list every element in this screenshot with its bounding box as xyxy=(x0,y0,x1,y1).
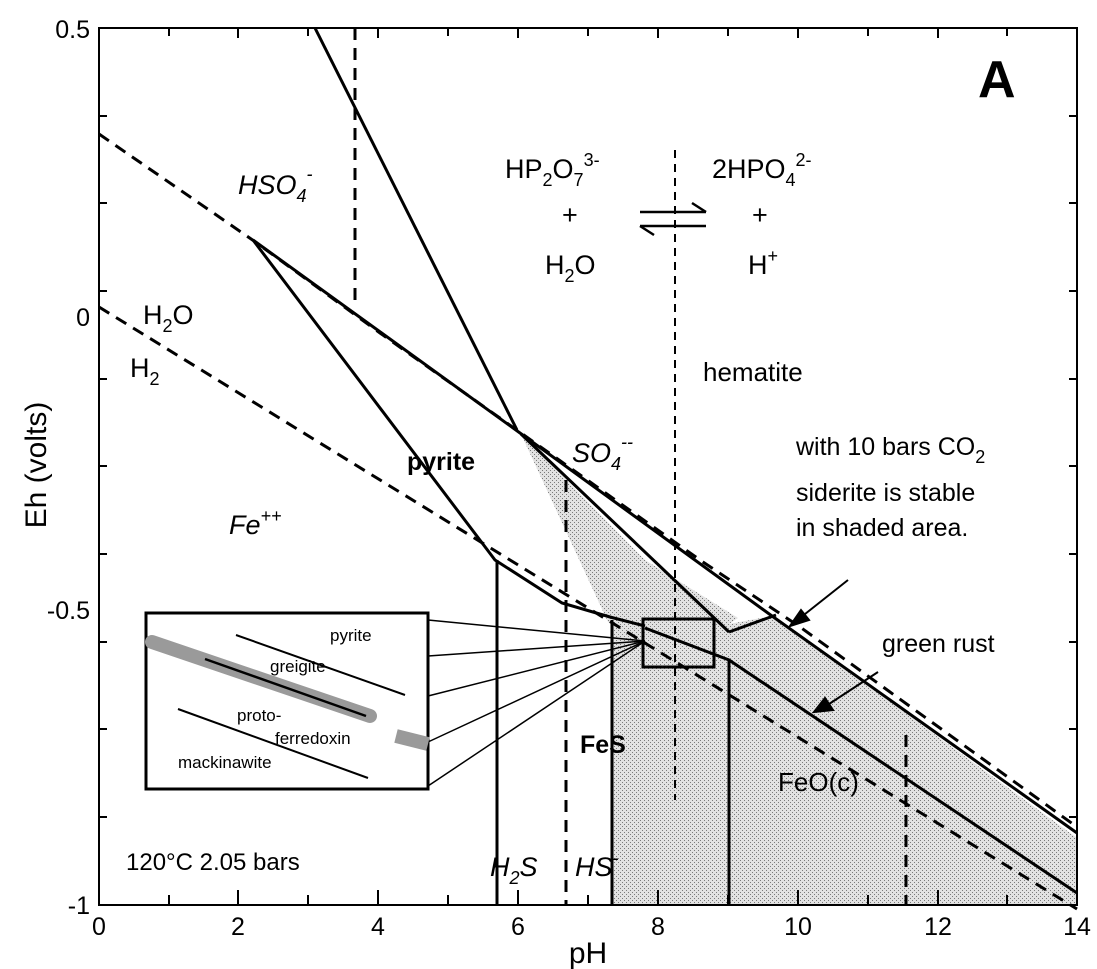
y-tick-0: 0 xyxy=(76,304,90,332)
hematite-left-line xyxy=(313,27,519,431)
inset-ferredoxin-label: ferredoxin xyxy=(275,729,351,748)
inset-greigite-label: greigite xyxy=(270,657,326,676)
conditions-label: 120°C 2.05 bars xyxy=(126,849,300,876)
green-rust-label: green rust xyxy=(882,630,995,658)
siderite-shaded-band xyxy=(521,434,1077,893)
y-tick-neg0.5: -0.5 xyxy=(47,597,90,625)
feo-label: FeO(c) xyxy=(778,767,859,797)
hso4-label: HSO4- xyxy=(238,164,313,206)
proton-label: H+ xyxy=(748,246,778,280)
x-ticks xyxy=(168,28,1008,905)
siderite-line xyxy=(728,613,777,634)
solid-boundaries xyxy=(251,27,1078,905)
x-tick-6: 6 xyxy=(511,913,525,941)
phosphate-label: 2HPO42- xyxy=(712,150,812,190)
fes-label: FeS xyxy=(580,731,626,759)
inset-pyrite-line xyxy=(235,634,406,696)
pyrophosphate-label: HP2O73- xyxy=(505,150,600,190)
pyrite-label: pyrite xyxy=(407,448,475,476)
inset-box xyxy=(144,611,430,791)
y-ticks xyxy=(99,115,1077,818)
inset-connector-lines xyxy=(427,619,646,787)
inset-greigite-line xyxy=(204,657,367,718)
left-plus: + xyxy=(562,200,578,230)
annotation-arrows xyxy=(787,579,879,714)
x-tick-10: 10 xyxy=(784,913,812,941)
hematite-label: hematite xyxy=(703,357,803,387)
inset-mackinawite-label: mackinawite xyxy=(178,753,272,772)
fes-hematite-line xyxy=(519,432,731,634)
h2-label: H2 xyxy=(130,353,160,389)
water-lower-dashed-line xyxy=(98,305,1078,911)
water-label: H2O xyxy=(545,250,596,286)
h2s-label: H2S xyxy=(490,852,538,888)
fe-label: Fe++ xyxy=(229,506,282,540)
x-tick-4: 4 xyxy=(371,913,385,941)
pyrite-fe-line xyxy=(251,239,646,628)
inset-siderite-tail xyxy=(394,729,430,751)
inset-drawing xyxy=(145,634,430,779)
inset-mackinawite-line xyxy=(177,708,369,779)
x-tick-0: 0 xyxy=(92,913,106,941)
y-tick-0.5: 0.5 xyxy=(55,16,90,44)
inset-proto-label: proto- xyxy=(237,706,281,725)
so4-label: SO4-- xyxy=(572,432,633,474)
y-tick-neg1: -1 xyxy=(68,892,90,920)
y-axis-label: Eh (volts) xyxy=(20,402,53,529)
x-tick-2: 2 xyxy=(231,913,245,941)
co2-note-line3: in shaded area. xyxy=(796,514,968,542)
co2-note-line2: siderite is stable xyxy=(796,479,975,507)
x-tick-12: 12 xyxy=(924,913,952,941)
h2o-label: H2O xyxy=(143,300,194,336)
co2-note-line1: with 10 bars CO2 xyxy=(795,433,985,467)
x-tick-14: 14 xyxy=(1063,913,1091,941)
right-plus: + xyxy=(752,200,768,230)
x-axis-label: pH xyxy=(569,937,607,969)
hematite-pyrite-line xyxy=(252,238,1078,835)
equilibrium-arrows-icon xyxy=(639,201,707,237)
inset-pyrite-label: pyrite xyxy=(330,626,372,645)
panel-letter: A xyxy=(978,51,1016,109)
hs-label: HS- xyxy=(575,848,619,882)
x-tick-8: 8 xyxy=(651,913,665,941)
